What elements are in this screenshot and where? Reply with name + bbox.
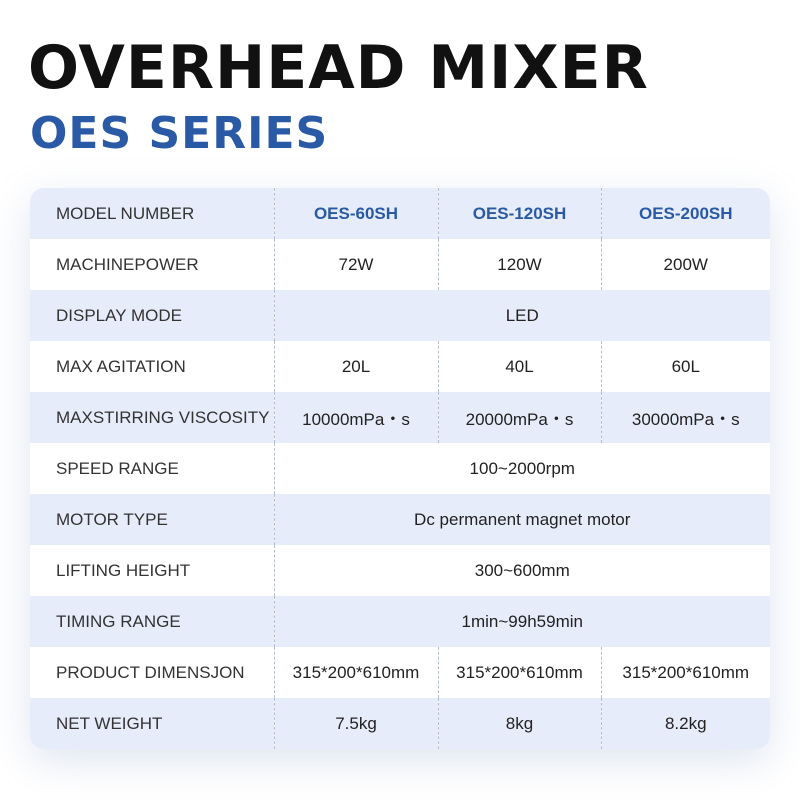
row-label: MOTOR TYPE (30, 494, 274, 545)
cell-value-merged: 100~2000rpm (273, 443, 770, 494)
row-label: NET WEIGHT (30, 698, 274, 749)
cell-value: 40L (437, 341, 601, 392)
table-row: PRODUCT DIMENSJON 315*200*610mm 315*200*… (30, 647, 770, 698)
table-row: TIMING RANGE 1min~99h59min (30, 596, 770, 647)
model-oes-120sh: OES-120SH (437, 188, 601, 239)
row-label: LIFTING HEIGHT (30, 545, 274, 596)
row-label: MAX AGITATION (30, 341, 274, 392)
header-label: MODEL NUMBER (30, 188, 274, 239)
table-row: SPEED RANGE 100~2000rpm (30, 443, 770, 494)
row-label: MACHINEPOWER (30, 239, 274, 290)
model-oes-60sh: OES-60SH (273, 188, 438, 239)
model-oes-200sh: OES-200SH (600, 188, 770, 239)
spec-table: MODEL NUMBER OES-60SH OES-120SH OES-200S… (30, 188, 770, 749)
table-row: MACHINEPOWER 72W 120W 200W (30, 239, 770, 290)
table-row: LIFTING HEIGHT 300~600mm (30, 545, 770, 596)
cell-value: 315*200*610mm (600, 647, 770, 698)
cell-value-merged: 300~600mm (273, 545, 770, 596)
cell-value: 20L (273, 341, 438, 392)
row-label: MAXSTIRRING VISCOSITY (30, 392, 274, 443)
row-label: TIMING RANGE (30, 596, 274, 647)
table-row: DISPLAY MODE LED (30, 290, 770, 341)
series-subtitle: OES SERIES (30, 108, 329, 159)
cell-value-merged: Dc permanent magnet motor (273, 494, 770, 545)
cell-value: 72W (273, 239, 438, 290)
cell-value: 10000mPa・s (273, 392, 438, 443)
cell-value: 315*200*610mm (437, 647, 601, 698)
cell-value-merged: 1min~99h59min (273, 596, 770, 647)
cell-value: 120W (437, 239, 601, 290)
cell-value: 20000mPa・s (437, 392, 601, 443)
table-row: NET WEIGHT 7.5kg 8kg 8.2kg (30, 698, 770, 749)
page-title: OVERHEAD MIXER (28, 33, 649, 103)
cell-value: 30000mPa・s (600, 392, 770, 443)
cell-value: 60L (600, 341, 770, 392)
cell-value: 200W (600, 239, 770, 290)
cell-value: 315*200*610mm (273, 647, 438, 698)
cell-value: 8kg (437, 698, 601, 749)
table-row: MOTOR TYPE Dc permanent magnet motor (30, 494, 770, 545)
cell-value: 7.5kg (273, 698, 438, 749)
table-row: MAX AGITATION 20L 40L 60L (30, 341, 770, 392)
row-label: SPEED RANGE (30, 443, 274, 494)
cell-value: 8.2kg (600, 698, 770, 749)
row-label: PRODUCT DIMENSJON (30, 647, 274, 698)
spec-table-card: MODEL NUMBER OES-60SH OES-120SH OES-200S… (30, 188, 770, 749)
row-label: DISPLAY MODE (30, 290, 274, 341)
cell-value-merged: LED (273, 290, 770, 341)
table-row: MAXSTIRRING VISCOSITY 10000mPa・s 20000mP… (30, 392, 770, 443)
table-header-row: MODEL NUMBER OES-60SH OES-120SH OES-200S… (30, 188, 770, 239)
